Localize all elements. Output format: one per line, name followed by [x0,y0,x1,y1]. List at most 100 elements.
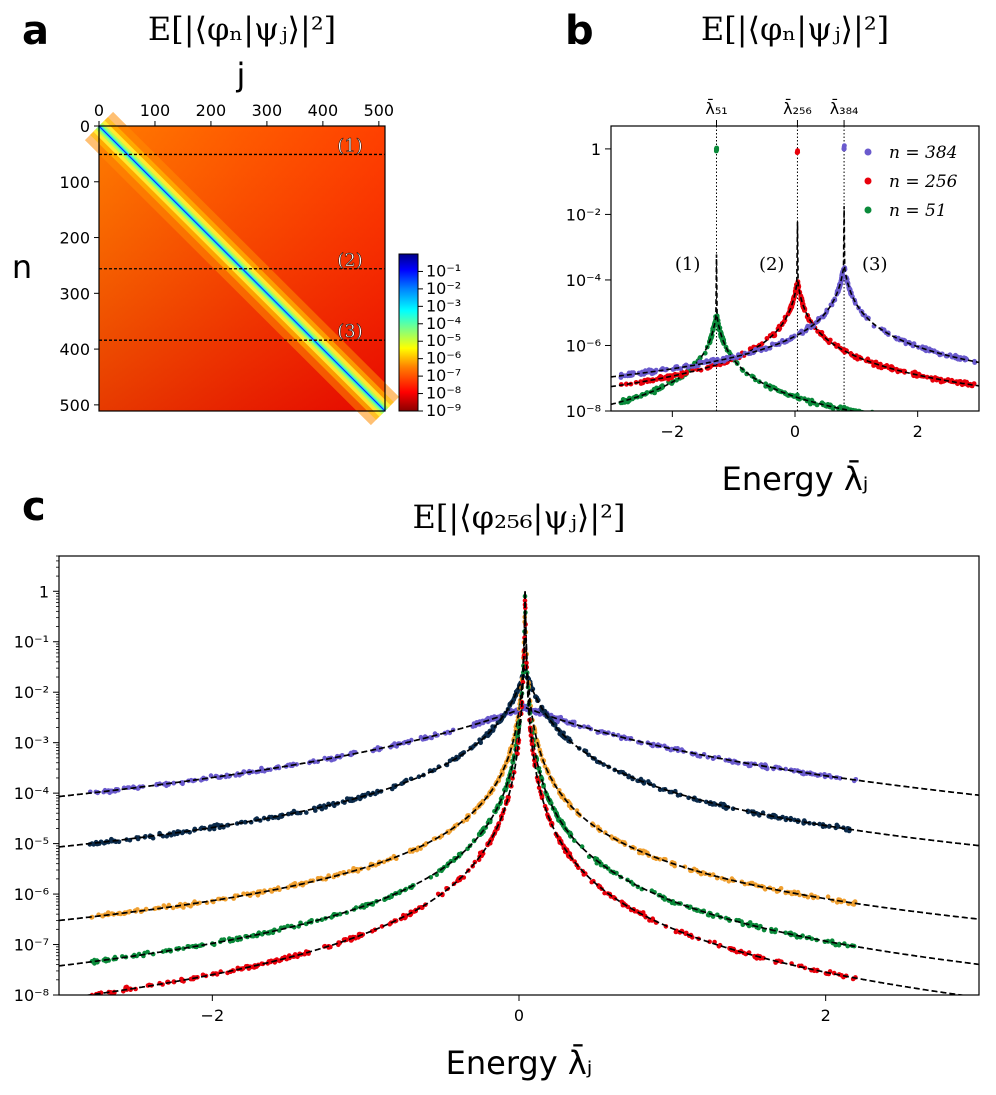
heatmap-ytick-label-500: 500 [59,396,90,415]
panel-b-point [961,423,966,428]
panel-b-point [873,412,878,417]
panel-label-c: c [22,484,46,530]
panel-c-series-0 [59,703,979,798]
panel-b-point [904,420,909,425]
panel-c-point [521,653,527,658]
panel-c-title: E[|⟨φ₂₅₆|ψⱼ⟩|²] [413,498,626,536]
heatmap-xtick-label-200: 200 [196,101,227,120]
panel-b-point [900,418,905,423]
panel-c-point [557,836,562,841]
panel-c-point [826,824,832,829]
colorbar-tick-label-5: 10⁻⁶ [426,349,461,368]
panel-c-point [556,816,561,822]
heatmap-ytick-label-200: 200 [59,229,90,248]
panel-b-point [948,425,953,430]
panel-b-peak-point [713,146,720,152]
panel-b-point [966,425,971,430]
panel-c-ytick-label-0: 1 [39,582,49,601]
panel-b-legend: n = 384 n = 256 n = 51 [864,143,958,221]
panel-b-point [954,424,959,429]
panel-c-point [614,870,619,876]
panel-b-point [972,360,978,365]
panel-b-legend-marker-1 [864,177,872,185]
heatmap-frame [98,125,386,412]
panel-b-point [904,417,909,422]
panel-b-point [924,374,930,380]
panel-a-ylabel: n [12,248,32,286]
panel-c-point [161,903,167,908]
panel-b-point [855,411,860,416]
panel-b-point [835,342,841,348]
panel-c-point [536,785,542,790]
panel-b-fit-line-0 [611,206,979,378]
colorbar-tick-label-8: 10⁻⁹ [426,401,461,420]
panel-b-point [890,418,895,423]
panel-b-legend-marker-2 [864,206,872,214]
panel-c-point [224,772,230,778]
panel-c-point [250,769,255,775]
panel-b-point [873,411,878,416]
panel-b-point [798,293,804,299]
panel-c-point [567,830,573,836]
panel-c-point [255,893,261,898]
panel-c-point [726,879,732,884]
panel-b-annotations: (1) (2) (3) [675,254,888,275]
panel-c-point [657,787,663,792]
panel-c-point [703,799,709,805]
panel-b-point [939,424,944,429]
panel-b-point [937,422,942,427]
panel-b-point [964,425,969,430]
panel-c-point [811,967,817,972]
panel-b-ytick-label-0: 1 [591,140,601,159]
panel-b-point [892,415,897,420]
panel-b-point [838,405,844,411]
panel-b-xlabel: Energy λ̄ⱼ [722,459,869,498]
colorbar-tick-label-7: 10⁻⁸ [426,384,461,403]
panel-b-top-tick-label-2: λ̄₃₈₄ [830,99,859,118]
panel-b-point [963,424,968,429]
panel-c-point [841,898,847,904]
panel-b-point [952,424,957,429]
panel-c-point [592,856,598,861]
panel-b-point [946,421,951,426]
panel-b-point [901,418,906,423]
panel-b-top-tick-label-1: λ̄₂₅₆ [783,99,812,118]
panel-b-point [889,417,894,422]
panel-b-point [892,417,897,422]
panel-b-point [940,423,945,428]
panel-c-point [791,932,797,937]
panel-b-ytick-label-2: 10⁻⁴ [566,271,601,290]
panel-b-point [869,411,874,416]
panel-b-point [678,366,684,372]
panel-b-point [910,343,916,349]
panel-c-ytick-label-5: 10⁻⁵ [14,835,49,854]
panel-c-point [524,660,529,666]
panel-c-point [589,879,594,885]
panel-b-series-1 [611,148,979,389]
panel-b-annotation-3: (3) [862,254,888,275]
panel-c-point [302,951,307,957]
panel-c-point [171,830,177,835]
panel-b-point [901,416,906,421]
panel-c-point [180,780,185,785]
panel-b-point [938,422,943,427]
panel-b-point [887,415,892,420]
panel-c-point [574,808,580,813]
panel-c-fit-line-1 [59,664,979,848]
panel-c-point [626,774,631,780]
panel-b-point [967,425,972,430]
panel-b-point [959,424,964,429]
panel-b-point [904,416,909,421]
heatmap-ytick-label-300: 300 [59,284,90,303]
panel-b-series-2 [611,145,972,430]
panel-b-point [910,416,915,421]
panel-c-point [126,785,132,790]
panel-c-point [478,740,484,746]
panel-c-frame [58,555,980,996]
panel-c-point [348,750,354,756]
panel-b-fit-line-1 [611,221,979,388]
panel-c-point [332,803,337,809]
panel-b-point [686,364,691,369]
panel-c-ytick-label-7: 10⁻⁷ [14,936,49,955]
panel-c-point [522,598,528,603]
